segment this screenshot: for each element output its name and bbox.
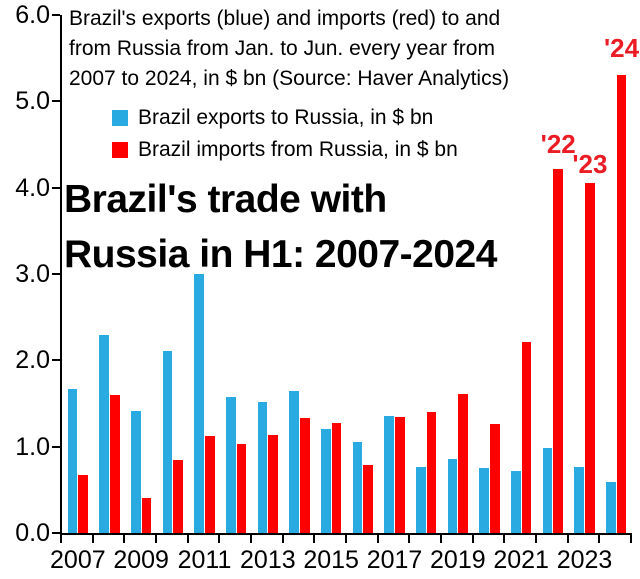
bar-exports-2014 (289, 390, 299, 533)
x-tick (376, 535, 379, 543)
bar-imports-2017 (395, 417, 405, 533)
annotation-23: '23 (572, 149, 608, 180)
x-tick (91, 535, 94, 543)
bar-exports-2009 (131, 411, 141, 533)
y-tick-label: 0.0 (15, 519, 50, 547)
bar-imports-2019 (458, 394, 468, 533)
bar-exports-2024 (606, 482, 616, 533)
bar-imports-2013 (268, 435, 278, 533)
chart-subtitle-line-3: 2007 to 2024, in $ bn (Source: Haver Ana… (69, 67, 510, 90)
bar-imports-2021 (521, 342, 532, 533)
bar-exports-2016 (352, 441, 363, 533)
bar-imports-2012 (236, 444, 247, 533)
chart-subtitle-line-1: Brazil's exports (blue) and imports (red… (69, 7, 501, 30)
x-tick (60, 535, 62, 543)
bar-exports-2012 (226, 397, 236, 533)
x-tick-label: 2015 (303, 546, 359, 574)
y-tick (52, 186, 60, 189)
x-tick-label: 2013 (240, 546, 296, 574)
y-tick (52, 445, 60, 448)
bar-exports-2008 (99, 335, 109, 533)
x-tick (630, 535, 632, 543)
imports-color-swatch (112, 142, 128, 158)
chart-subtitle-line-2: from Russia from Jan. to Jun. every year… (69, 37, 495, 60)
bar-exports-2020 (479, 468, 489, 533)
bar-imports-2023 (585, 183, 595, 533)
legend-item-exports: Brazil exports to Russia, in $ bn (112, 106, 458, 130)
x-tick (218, 535, 221, 543)
exports-color-swatch (112, 110, 128, 126)
x-tick (598, 535, 601, 543)
x-tick (123, 535, 126, 543)
x-tick (440, 535, 442, 543)
x-tick (503, 535, 506, 543)
x-tick (313, 535, 316, 543)
bar-imports-2007 (78, 475, 88, 533)
chart-title: Brazil's trade with Russia in H1: 2007-2… (64, 172, 497, 282)
x-tick (155, 535, 157, 543)
bar-imports-2015 (331, 422, 342, 533)
y-tick-label: 1.0 (15, 432, 50, 461)
y-tick-label: 4.0 (15, 173, 50, 202)
x-tick-label: 2023 (556, 546, 613, 574)
x-tick-label: 2007 (50, 546, 106, 574)
bar-imports-2011 (205, 436, 215, 533)
legend-label-exports: Brazil exports to Russia, in $ bn (138, 106, 434, 129)
x-tick-label: 2017 (366, 546, 423, 574)
bar-exports-2021 (511, 470, 521, 533)
annotation-24: '24 (603, 32, 640, 63)
y-tick (52, 359, 60, 362)
x-tick-label: 2011 (177, 546, 232, 574)
bar-exports-2019 (447, 458, 458, 533)
x-tick (250, 535, 252, 543)
chart-title-line-2: Russia in H1: 2007-2024 (64, 233, 497, 276)
y-tick (52, 100, 60, 103)
y-tick-label: 5.0 (15, 87, 50, 116)
legend-label-imports: Brazil imports from Russia, in $ bn (138, 138, 458, 161)
x-tick (471, 535, 474, 543)
plot-area: '22'23 '24 (60, 15, 639, 535)
legend-item-imports: Brazil imports from Russia, in $ bn (112, 138, 458, 162)
chart-subtitle: Brazil's exports (blue) and imports (red… (69, 4, 509, 94)
x-tick (186, 535, 189, 543)
bar-exports-2013 (257, 401, 268, 533)
bar-imports-2024 (616, 75, 627, 533)
bar-exports-2015 (321, 428, 331, 533)
annotation-22: '22 (540, 129, 576, 160)
chart-legend: Brazil exports to Russia, in $ bn Brazil… (112, 106, 458, 170)
x-tick (535, 535, 537, 543)
y-tick (52, 273, 60, 275)
bar-exports-2007 (67, 388, 78, 533)
bar-imports-2016 (363, 464, 373, 533)
bar-exports-2018 (416, 466, 426, 533)
bar-exports-2011 (194, 274, 204, 533)
x-tick (408, 535, 411, 543)
x-tick (566, 535, 569, 543)
bar-exports-2023 (574, 466, 584, 533)
y-tick-label: 2.0 (15, 346, 50, 375)
bar-exports-2010 (162, 350, 173, 533)
x-tick (281, 535, 284, 543)
x-tick (345, 535, 347, 543)
chart-title-line-1: Brazil's trade with (64, 178, 387, 221)
bar-imports-2022 (553, 168, 563, 533)
y-tick-label: 3.0 (15, 260, 50, 288)
bar-imports-2010 (173, 460, 183, 533)
bar-imports-2018 (426, 412, 437, 533)
y-tick (52, 532, 60, 534)
x-tick-label: 2009 (113, 546, 169, 574)
x-tick-label: 2019 (430, 546, 486, 574)
bar-exports-2017 (384, 416, 394, 533)
y-tick (52, 14, 60, 16)
bar-exports-2022 (542, 448, 553, 533)
bar-imports-2014 (300, 418, 310, 533)
bar-imports-2020 (490, 424, 500, 533)
bar-imports-2009 (141, 498, 152, 533)
bar-imports-2008 (110, 394, 120, 533)
y-tick-label: 6.0 (15, 1, 50, 29)
x-tick-label: 2021 (493, 546, 549, 574)
